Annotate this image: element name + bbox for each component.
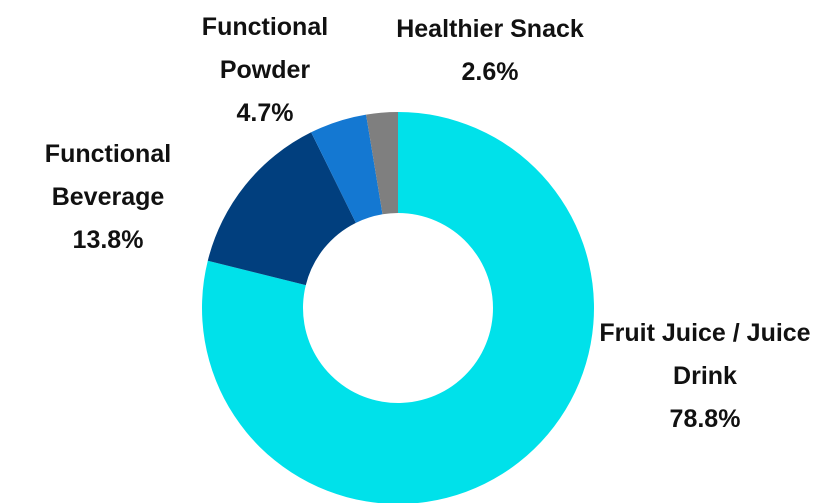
value-label: 13.8% [72, 226, 144, 254]
donut-slice [207, 132, 356, 286]
slice-label: Fruit Juice / Juice Drink 78.8% [595, 312, 815, 441]
category-label: Functional Powder [201, 13, 329, 84]
donut-slice [202, 112, 594, 503]
category-label: Healthier Snack [396, 15, 584, 43]
value-label: 78.8% [669, 405, 741, 433]
donut-slice [366, 112, 398, 215]
slice-label: Healthier Snack 2.6% [365, 8, 615, 94]
slice-label: Functional Beverage 13.8% [8, 133, 208, 262]
value-label: 4.7% [236, 99, 294, 127]
slice-label: Functional Powder 4.7% [175, 6, 355, 135]
donut-slice [311, 114, 383, 223]
value-label: 2.6% [461, 58, 519, 86]
category-label: Functional Beverage [44, 140, 172, 211]
category-label: Fruit Juice / Juice Drink [599, 319, 811, 390]
